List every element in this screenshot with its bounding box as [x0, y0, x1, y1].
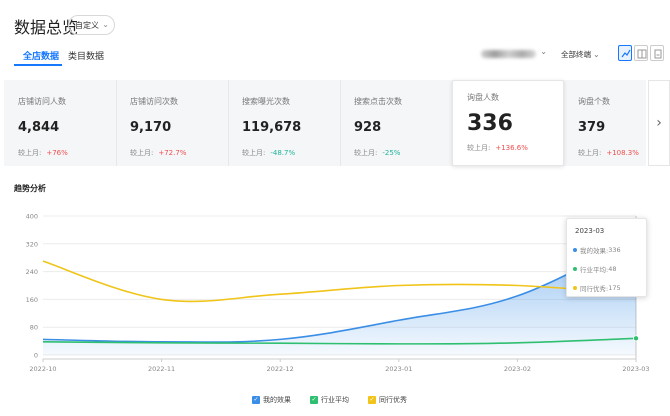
metric-value: 928 — [354, 120, 382, 135]
card-divider — [116, 80, 117, 166]
tooltip-row: 同行优秀: 175 — [573, 283, 621, 293]
metric-value: 4,844 — [18, 120, 60, 135]
chart-axes: 400 320 240 160 80 0 2022-10 2022-11 2022-12 2023… — [26, 213, 650, 374]
metric-label: 搜索点击次数 — [354, 97, 402, 106]
metric-compare: 较上月: +136.6% — [467, 144, 528, 152]
tooltip-title: 2023-03 — [575, 227, 605, 235]
y-tick-label: 400 — [26, 213, 38, 221]
metric-compare: 较上月: +76% — [18, 149, 68, 157]
x-tick-label: 2022-10 — [29, 365, 56, 373]
export-icon — [654, 49, 662, 59]
page-title: 数据总览 — [14, 18, 79, 37]
active-tab-indicator — [14, 64, 62, 66]
chart-title: 趋势分析 — [14, 184, 46, 193]
y-tick-label: 240 — [26, 268, 38, 276]
metric-compare: 较上月: +108.3% — [578, 149, 639, 157]
chevron-down-icon: ⌄ — [593, 50, 600, 59]
metric-value: 336 — [467, 111, 513, 136]
y-tick-label: 0 — [34, 352, 38, 360]
series-line-2 — [42, 260, 637, 303]
metric-card-search-clicks[interactable]: 搜索点击次数 928 较上月: -25% — [340, 80, 452, 166]
tab-category-data[interactable]: 类目数据 — [68, 52, 105, 62]
x-tick-label: 2022-11 — [148, 365, 175, 373]
metric-card-inquiry-count[interactable]: 询盘个数 379 较上月: +108.3% — [564, 80, 646, 166]
checkbox-checked-icon: ✓ — [368, 396, 376, 404]
metric-compare: 较上月: -48.7% — [242, 149, 296, 157]
metric-value: 119,678 — [242, 120, 302, 135]
metric-label: 店铺访问人数 — [18, 97, 66, 106]
series-dot — [573, 267, 577, 271]
legend-item-industry-average[interactable]: ✓ 行业平均 — [310, 396, 349, 404]
series-area-0 — [43, 238, 636, 355]
x-tick-label: 2023-03 — [622, 365, 649, 373]
store-select[interactable]: ⌄ — [481, 47, 547, 61]
next-metrics-button[interactable]: › — [648, 80, 670, 166]
checkbox-checked-icon: ✓ — [310, 396, 318, 404]
metric-value: 9,170 — [130, 120, 172, 135]
table-icon — [637, 49, 647, 59]
card-divider — [228, 80, 229, 166]
metric-value: 379 — [578, 120, 606, 135]
y-tick-label: 80 — [30, 324, 38, 332]
trend-chart: 400 320 240 160 80 0 2022-10 2022-11 2022-12 2023… — [26, 213, 650, 374]
metric-label: 搜索曝光次数 — [242, 97, 290, 106]
x-tick-label: 2023-02 — [504, 365, 531, 373]
metric-card-search-impressions[interactable]: 搜索曝光次数 119,678 较上月: -48.7% — [228, 80, 340, 166]
chevron-down-icon: ⌄ — [102, 20, 109, 29]
metric-card-store-visits[interactable]: 店铺访问次数 9,170 较上月: +72.7% — [116, 80, 228, 166]
series-dot — [573, 248, 577, 252]
chart-tooltip: 2023-03 我的效果: 336 行业平均: 48 同行优秀: 175 — [566, 218, 647, 297]
line-chart-view-button[interactable] — [618, 45, 632, 61]
y-tick-label: 320 — [26, 240, 38, 248]
metric-label: 询盘人数 — [467, 93, 499, 102]
tooltip-row: 我的效果: 336 — [573, 245, 621, 255]
series-point-1 — [633, 335, 640, 342]
chevron-right-icon: › — [656, 115, 662, 131]
series-line-0 — [42, 237, 637, 343]
metric-label: 店铺访问次数 — [130, 97, 178, 106]
tab-store-data[interactable]: 全店数据 — [23, 52, 60, 62]
line-chart-icon — [621, 49, 631, 58]
x-tick-label: 2023-01 — [385, 365, 412, 373]
series-line-1 — [42, 337, 637, 345]
legend-item-my-performance[interactable]: ✓ 我的效果 — [252, 396, 291, 404]
period-select-value: 自定义 — [75, 20, 99, 30]
store-name-redacted — [481, 50, 536, 58]
table-view-button[interactable] — [634, 45, 648, 61]
channel-select[interactable]: 全部终端 ⌄ — [561, 49, 600, 60]
export-button[interactable] — [650, 45, 664, 61]
period-select[interactable]: 自定义 ⌄ — [68, 15, 115, 35]
metric-cards: 店铺访问人数 4,844 较上月: +76% 店铺访问次数 9,170 较上月: +… — [4, 80, 670, 166]
chevron-down-icon: ⌄ — [540, 47, 547, 56]
tooltip-row: 行业平均: 48 — [573, 264, 616, 274]
checkbox-checked-icon: ✓ — [252, 396, 260, 404]
card-divider — [340, 80, 341, 166]
y-tick-label: 160 — [26, 296, 38, 304]
metric-compare: 较上月: -25% — [354, 149, 401, 157]
metric-card-inquiry-visitors[interactable]: 询盘人数 336 较上月: +136.6% — [452, 80, 564, 166]
metric-label: 询盘个数 — [578, 97, 610, 106]
x-tick-label: 2022-12 — [267, 365, 294, 373]
metric-compare: 较上月: +72.7% — [130, 149, 187, 157]
metric-card-store-visitors[interactable]: 店铺访问人数 4,844 较上月: +76% — [4, 80, 116, 166]
legend-item-peer-excellent[interactable]: ✓ 同行优秀 — [368, 396, 407, 404]
chart-series — [42, 235, 640, 355]
channel-select-value: 全部终端 — [561, 50, 591, 59]
series-dot — [573, 286, 577, 290]
